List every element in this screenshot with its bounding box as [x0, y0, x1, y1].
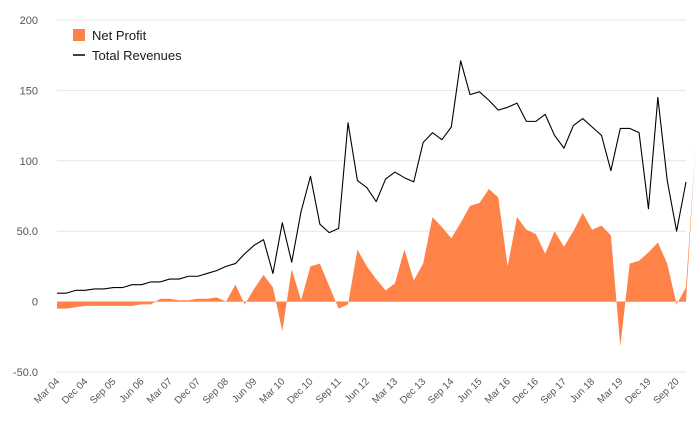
x-tick-label: Mar 04 — [32, 376, 62, 406]
y-tick-label: 200 — [20, 15, 38, 27]
y-tick-label: 100 — [20, 156, 38, 168]
x-tick-label: Dec 10 — [285, 376, 315, 406]
y-tick-label: 0 — [32, 297, 38, 309]
x-tick-label: Dec 04 — [60, 376, 90, 406]
x-tick-label: Sep 05 — [88, 376, 118, 406]
total-revenues-line-layer — [57, 60, 687, 294]
x-tick-label: Sep 17 — [539, 376, 569, 406]
x-tick-label: Jun 18 — [568, 376, 597, 405]
legend: Net Profit Total Revenues — [73, 28, 182, 63]
x-tick-label: Mar 13 — [370, 376, 400, 406]
gridlines — [57, 19, 686, 373]
net-profit-area — [57, 146, 696, 347]
y-tick-label: 50.0 — [17, 226, 38, 238]
x-tick-label: Dec 16 — [511, 376, 541, 406]
y-axis-tick-labels: 200 150 100 50.0 0 -50.0 — [13, 15, 38, 379]
y-tick-label: -50.0 — [13, 367, 38, 379]
x-tick-label: Jun 12 — [343, 376, 372, 405]
x-tick-label: Jun 15 — [456, 376, 485, 405]
legend-label-total-revenues: Total Revenues — [92, 48, 182, 63]
x-tick-label: Sep 14 — [426, 376, 456, 406]
x-tick-label: Jun 06 — [118, 376, 147, 405]
x-tick-label: Mar 07 — [145, 376, 175, 406]
y-tick-label: 150 — [20, 85, 38, 97]
x-tick-label: Sep 20 — [652, 376, 682, 406]
total-revenues-line — [57, 60, 687, 294]
x-tick-label: Dec 13 — [398, 376, 428, 406]
legend-swatch-net-profit — [73, 29, 85, 41]
x-tick-label: Sep 11 — [314, 376, 344, 406]
x-tick-label: Mar 19 — [596, 376, 626, 406]
x-tick-label: Mar 16 — [483, 376, 513, 406]
x-tick-label: Dec 07 — [173, 376, 203, 406]
x-tick-label: Mar 10 — [258, 376, 288, 406]
x-tick-label: Jun 09 — [230, 376, 259, 405]
net-profit-area-layer — [57, 146, 696, 347]
legend-label-net-profit: Net Profit — [92, 28, 147, 43]
x-tick-label: Sep 08 — [201, 376, 231, 406]
x-tick-label: Dec 19 — [623, 376, 653, 406]
